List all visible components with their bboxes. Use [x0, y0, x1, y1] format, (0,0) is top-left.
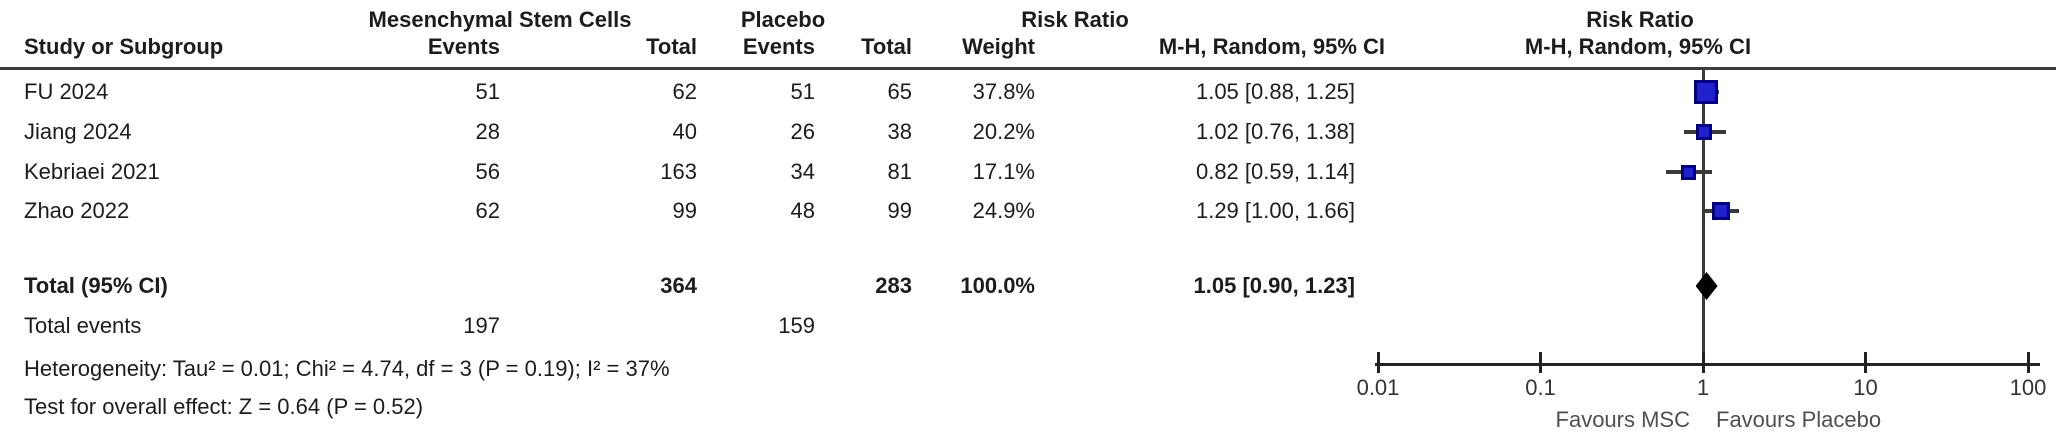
group-header-experimental: Mesenchymal Stem Cells — [368, 7, 632, 32]
table-cell: 26 — [790, 119, 815, 144]
effect-square — [1681, 164, 1697, 180]
table-cell: 40 — [672, 119, 697, 144]
total-ctrl-cell: 283 — [875, 273, 912, 298]
favours-right-label: Favours Placebo — [1716, 407, 1882, 432]
table-cell: 62 — [475, 198, 500, 223]
table-cell: 1.29 [1.00, 1.66] — [1195, 198, 1355, 223]
table-cell: 81 — [887, 159, 912, 184]
null-effect-line — [1702, 70, 1705, 366]
table-cell: FU 2024 — [24, 79, 109, 104]
col-header-events-ctrl: Events — [742, 34, 815, 59]
x-axis-tick-label: 0.1 — [1525, 375, 1556, 400]
effect-square — [1694, 80, 1719, 104]
x-axis-tick-label: 0.01 — [1356, 375, 1400, 400]
col-header-study: Study or Subgroup — [24, 34, 224, 59]
heterogeneity-line: Heterogeneity: Tau² = 0.01; Chi² = 4.74,… — [24, 356, 670, 381]
total-events-exp-cell: 197 — [463, 313, 500, 338]
pooled-effect-diamond — [1695, 272, 1718, 300]
col-header-total-exp: Total — [646, 34, 697, 59]
table-cell: 99 — [887, 198, 912, 223]
favours-left-label: Favours MSC — [1555, 407, 1690, 432]
total-exp-cell: 364 — [660, 273, 697, 298]
table-cell: 62 — [672, 79, 697, 104]
total-weight-cell: 100.0% — [960, 273, 1035, 298]
table-cell: 56 — [475, 159, 500, 184]
x-axis-tick-label: 1 — [1696, 375, 1710, 400]
x-axis — [1375, 363, 2040, 366]
col-header-ci-stats: M-H, Random, 95% CI — [1158, 34, 1385, 59]
table-cell: 51 — [790, 79, 815, 104]
effect-square — [1711, 202, 1730, 220]
table-cell: 17.1% — [972, 159, 1035, 184]
table-cell: 99 — [672, 198, 697, 223]
x-axis-tick — [1376, 352, 1380, 373]
x-axis-tick-label: 10 — [1853, 375, 1878, 400]
group-header-control: Placebo — [740, 7, 826, 32]
x-axis-tick — [1539, 352, 1542, 373]
table-cell: 38 — [887, 119, 912, 144]
table-cell: 20.2% — [972, 119, 1035, 144]
total-row-label: Total (95% CI) — [24, 273, 168, 298]
table-cell: 163 — [660, 159, 697, 184]
table-cell: 28 — [475, 119, 500, 144]
table-cell: Jiang 2024 — [24, 119, 132, 144]
x-axis-tick-label: 100 — [2009, 375, 2047, 400]
table-cell: 48 — [790, 198, 815, 223]
total-events-label: Total events — [24, 313, 142, 338]
table-cell: Zhao 2022 — [24, 198, 130, 223]
col-header-ci-plot: M-H, Random, 95% CI — [1524, 34, 1752, 59]
overall-effect-line: Test for overall effect: Z = 0.64 (P = 0… — [24, 394, 424, 419]
x-axis-tick — [2026, 352, 2030, 373]
effect-header-plot: Risk Ratio — [1586, 7, 1694, 32]
col-header-events-exp: Events — [427, 34, 500, 59]
effect-square — [1696, 124, 1713, 140]
total-ci-cell: 1.05 [0.90, 1.23] — [1193, 273, 1355, 298]
table-cell: Kebriaei 2021 — [24, 159, 160, 184]
table-cell: 0.82 [0.59, 1.14] — [1195, 159, 1355, 184]
col-header-total-ctrl: Total — [861, 34, 912, 59]
table-cell: 34 — [790, 159, 815, 184]
x-axis-tick — [1701, 352, 1705, 373]
table-cell: 37.8% — [972, 79, 1035, 104]
effect-header-stats: Risk Ratio — [1021, 7, 1129, 32]
total-events-ctrl-cell: 159 — [778, 313, 815, 338]
table-cell: 65 — [887, 79, 912, 104]
header-divider — [0, 67, 2056, 70]
x-axis-tick — [1864, 352, 1867, 373]
table-cell: 1.05 [0.88, 1.25] — [1195, 79, 1355, 104]
table-cell: 24.9% — [972, 198, 1035, 223]
col-header-weight: Weight — [962, 34, 1035, 59]
table-cell: 51 — [475, 79, 500, 104]
table-cell: 1.02 [0.76, 1.38] — [1195, 119, 1355, 144]
